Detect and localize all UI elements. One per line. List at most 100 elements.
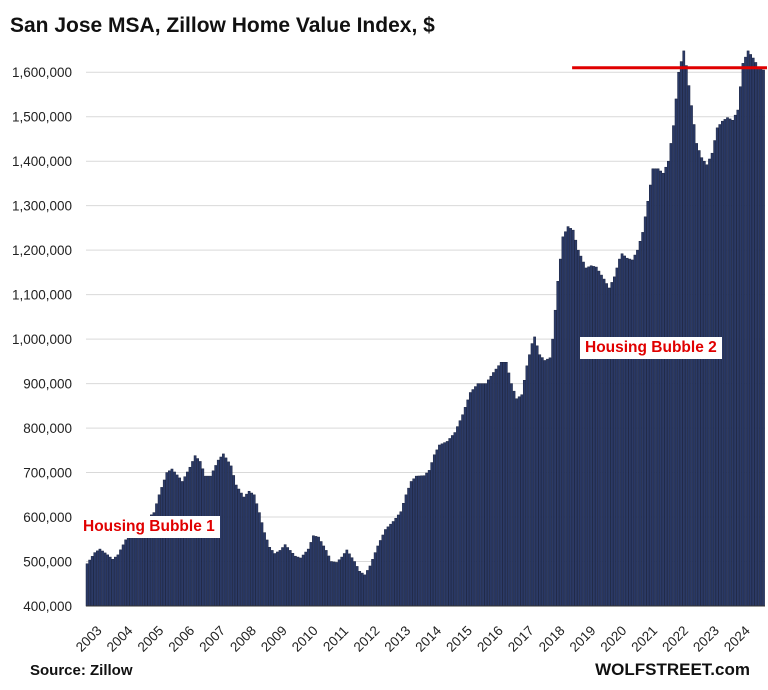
- bar: [306, 548, 310, 607]
- y-tick-label: 600,000: [23, 510, 72, 525]
- bar: [121, 544, 125, 607]
- bar: [744, 56, 747, 607]
- bar: [481, 383, 485, 607]
- bar: [114, 556, 117, 607]
- bar: [252, 494, 256, 607]
- bar: [340, 556, 344, 607]
- bar: [263, 532, 266, 607]
- bar: [631, 259, 634, 607]
- bar: [299, 557, 302, 607]
- bar: [489, 375, 493, 607]
- bar: [605, 283, 608, 607]
- bar: [355, 566, 359, 607]
- bar: [445, 441, 449, 607]
- bar: [90, 556, 94, 607]
- bar: [633, 254, 637, 607]
- x-tick-label: 2006: [165, 623, 197, 655]
- bar: [641, 232, 644, 607]
- bar: [186, 471, 189, 607]
- bar: [342, 553, 346, 607]
- bar: [499, 362, 503, 607]
- bar: [566, 226, 570, 607]
- bar: [749, 54, 752, 607]
- bar: [664, 166, 668, 607]
- bar: [332, 561, 336, 607]
- bar: [715, 127, 719, 607]
- bar: [540, 357, 544, 607]
- x-tick-label: 2012: [351, 623, 383, 655]
- bar: [337, 559, 341, 607]
- y-tick-label: 400,000: [23, 599, 72, 614]
- bar: [168, 470, 171, 607]
- bar: [548, 357, 552, 607]
- bar: [178, 477, 182, 607]
- bar: [350, 557, 354, 607]
- bar: [348, 553, 351, 607]
- y-tick-label: 1,500,000: [12, 110, 72, 125]
- bar: [582, 261, 585, 607]
- bar: [659, 170, 662, 607]
- bar: [497, 365, 500, 607]
- bar: [610, 282, 614, 607]
- bar: [286, 547, 290, 607]
- bar: [474, 386, 477, 607]
- x-tick-label: 2007: [196, 623, 228, 655]
- bar: [700, 157, 704, 607]
- bar: [281, 547, 284, 607]
- bar: [535, 345, 539, 607]
- bar: [250, 492, 254, 607]
- bar: [646, 200, 650, 607]
- bar: [718, 124, 722, 607]
- bar: [234, 484, 238, 607]
- bar: [602, 278, 606, 607]
- bar: [335, 562, 338, 607]
- bar: [654, 168, 657, 607]
- bar: [175, 474, 179, 607]
- bar: [96, 550, 99, 607]
- bar: [543, 360, 547, 607]
- bar: [600, 274, 603, 607]
- bar: [721, 120, 724, 607]
- bar: [394, 517, 398, 607]
- x-tick-label: 2022: [659, 623, 691, 655]
- bar-series: [85, 50, 765, 607]
- bar: [183, 476, 187, 607]
- bar: [204, 475, 207, 607]
- x-tick-label: 2014: [412, 623, 444, 655]
- bar: [556, 281, 560, 607]
- bar: [492, 372, 495, 607]
- bar: [124, 539, 128, 607]
- bar: [162, 479, 166, 607]
- bar: [209, 475, 212, 607]
- y-tick-label: 700,000: [23, 466, 72, 481]
- bar: [739, 86, 742, 607]
- bar: [345, 549, 349, 607]
- bar: [327, 555, 331, 607]
- bar: [656, 168, 660, 607]
- bar: [276, 551, 279, 607]
- bar: [160, 487, 164, 607]
- bar: [471, 389, 475, 607]
- bar: [522, 380, 526, 607]
- bar: [520, 394, 524, 607]
- annotation-housing-bubble-1: Housing Bubble 1: [78, 516, 220, 538]
- bar: [479, 383, 482, 607]
- bar: [101, 550, 104, 607]
- bar: [180, 481, 184, 607]
- y-axis-ticks: 400,000 500,000 600,000 700,000 800,000 900,0…: [12, 65, 72, 614]
- bar: [440, 443, 444, 607]
- bar: [219, 456, 223, 607]
- bar: [322, 545, 326, 607]
- x-tick-label: 2016: [474, 623, 506, 655]
- bar: [456, 426, 459, 607]
- x-tick-label: 2021: [628, 623, 660, 655]
- x-tick-label: 2015: [443, 623, 475, 655]
- x-tick-label: 2023: [690, 623, 722, 655]
- bar: [373, 552, 377, 607]
- bar: [530, 343, 534, 607]
- bar: [414, 475, 418, 607]
- bar: [412, 478, 416, 607]
- bar: [106, 554, 110, 607]
- bar: [486, 379, 490, 607]
